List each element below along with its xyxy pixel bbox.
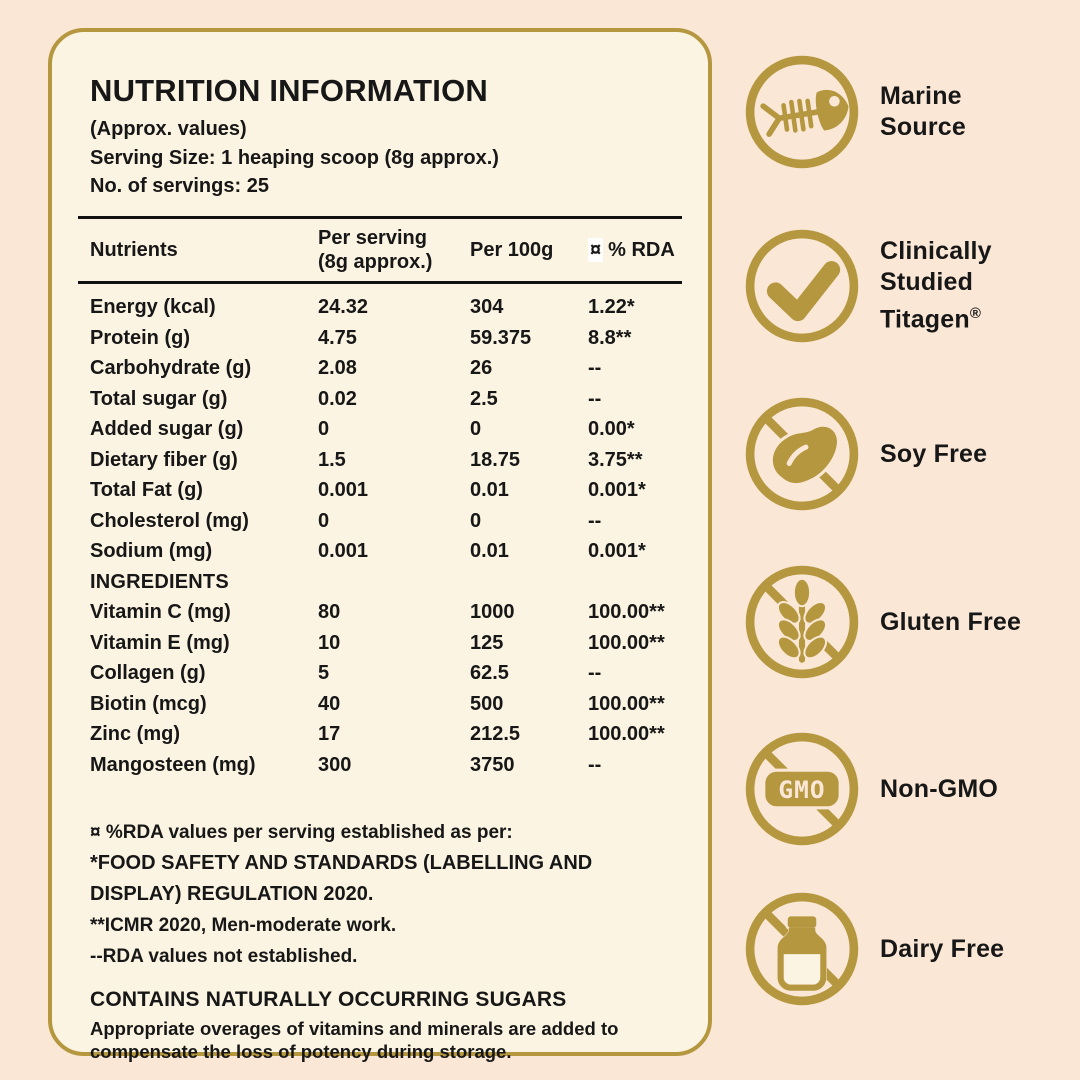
ingredients-section-header: INGREDIENTS <box>90 570 229 593</box>
table-header-rule <box>78 280 682 284</box>
badge-label: Non-GMO <box>880 774 999 803</box>
serving-size: Serving Size: 1 heaping scoop (8g approx… <box>90 146 499 169</box>
registered-mark: ® <box>969 305 982 323</box>
column-header-per-serving: Per serving (8g approx.) <box>318 226 433 273</box>
rda-currency-symbol: ¤ <box>588 237 604 262</box>
table-row: Zinc (mg) 17 212.5 100.00** <box>90 723 665 746</box>
footnote-food-safety: *FOOD SAFETY AND STANDARDS (LABELLING AN… <box>90 851 593 905</box>
footnote-icmr: **ICMR 2020, Men-moderate work. <box>90 914 397 936</box>
badge-label: Dairy Free <box>880 934 1005 963</box>
table-row: Total Fat (g) 0.001 0.01 0.001* <box>90 479 646 502</box>
table-header-row: Nutrients Per serving (8g approx.) Per 1… <box>90 219 682 281</box>
table-row: Vitamin C (mg) 80 1000 100.00** <box>90 601 665 624</box>
table-row: Vitamin E (mg) 10 125 100.00** <box>90 631 665 654</box>
badge-marine-source: Marine Source <box>745 55 966 169</box>
table-row: Sodium (mg) 0.001 0.01 0.001* <box>90 540 646 563</box>
table-row: Protein (g) 4.75 59.375 8.8** <box>90 326 632 349</box>
badge-label: Gluten Free <box>880 607 1022 636</box>
badge-dairy-free: Dairy Free <box>745 892 1004 1006</box>
badge-label: Marine Source <box>880 82 966 141</box>
table-body: Energy (kcal) 24.32 304 1.22* Protein (g… <box>90 293 682 781</box>
approx-note: (Approx. values) <box>90 118 247 140</box>
table-row: Biotin (mcg) 40 500 100.00** <box>90 692 665 715</box>
no-dairy-icon <box>745 892 859 1006</box>
table-row: Dietary fiber (g) 1.5 18.75 3.75** <box>90 448 643 471</box>
svg-text:GMO: GMO <box>778 775 825 804</box>
table-top-rule <box>78 215 682 219</box>
badge-non-gmo: GMO Non-GMO <box>745 732 998 846</box>
footnote-not-established: --RDA values not established. <box>90 945 358 967</box>
nutrition-panel: NUTRITION INFORMATION (Approx. values) S… <box>48 28 712 1062</box>
table-row: Total sugar (g) 0.02 2.5 -- <box>90 387 602 410</box>
badge-label: Soy Free <box>880 439 988 468</box>
table-row: Added sugar (g) 0 0 0.00* <box>90 418 635 441</box>
table-row: Cholesterol (mg) 0 0 -- <box>90 509 602 532</box>
footnotes: ¤ %RDA values per serving established as… <box>90 817 682 972</box>
badge-label: Clinically Studied Titagen® <box>880 237 992 334</box>
badge-column: Marine Source Clinically Studied Titagen… <box>745 0 1065 1080</box>
badge-clinically-studied: Clinically Studied Titagen® <box>745 229 992 343</box>
no-gmo-icon: GMO <box>745 732 859 846</box>
page-title: NUTRITION INFORMATION <box>90 73 488 108</box>
sugars-body: Appropriate overages of vitamins and min… <box>90 1017 619 1063</box>
sugars-title: CONTAINS NATURALLY OCCURRING SUGARS <box>90 987 567 1011</box>
table-row: Collagen (g) 5 62.5 -- <box>90 662 602 685</box>
column-header-per-100g: Per 100g <box>470 238 554 261</box>
badge-gluten-free: Gluten Free <box>745 565 1021 679</box>
column-header-nutrients: Nutrients <box>90 238 178 261</box>
table-row: Carbohydrate (g) 2.08 26 -- <box>90 357 602 380</box>
no-gluten-icon <box>745 565 859 679</box>
no-soy-icon <box>745 397 859 511</box>
table-row: Mangosteen (mg) 300 3750 -- <box>90 753 602 776</box>
servings-count: No. of servings: 25 <box>90 175 269 197</box>
badge-soy-free: Soy Free <box>745 397 987 511</box>
footnote-rda-basis: ¤ %RDA values per serving established as… <box>90 821 513 843</box>
column-header-rda: ¤% RDA <box>588 237 675 262</box>
checkmark-icon <box>745 229 859 343</box>
table-row: Energy (kcal) 24.32 304 1.22* <box>90 296 635 319</box>
fishbone-icon <box>745 55 859 169</box>
